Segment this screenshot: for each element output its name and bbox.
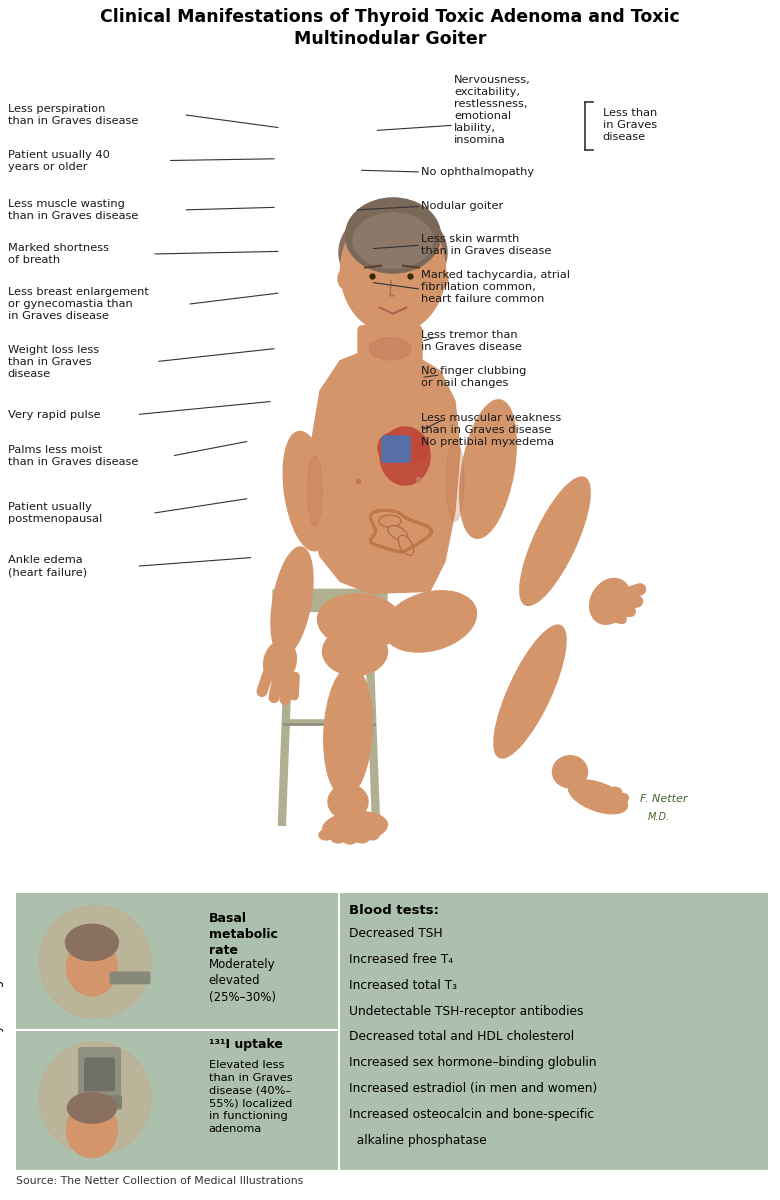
Ellipse shape (283, 432, 331, 551)
Ellipse shape (608, 787, 622, 797)
Ellipse shape (569, 780, 628, 814)
Ellipse shape (346, 198, 441, 274)
FancyBboxPatch shape (382, 436, 410, 462)
Ellipse shape (353, 212, 433, 268)
Text: Elevated less
than in Graves
disease (40%–
55%) localized
in functioning
adenoma: Elevated less than in Graves disease (40… (209, 1060, 292, 1134)
Ellipse shape (588, 788, 601, 797)
Ellipse shape (369, 337, 411, 360)
Ellipse shape (355, 833, 369, 842)
Text: Weight loss less
than in Graves
disease: Weight loss less than in Graves disease (8, 344, 99, 379)
Text: Less perspiration
than in Graves disease: Less perspiration than in Graves disease (8, 103, 138, 126)
Ellipse shape (68, 1092, 116, 1123)
Ellipse shape (598, 785, 612, 794)
Ellipse shape (317, 594, 402, 649)
Text: M.D.: M.D. (648, 812, 670, 822)
Ellipse shape (341, 208, 445, 334)
Ellipse shape (328, 785, 368, 820)
FancyBboxPatch shape (79, 1048, 120, 1102)
Text: Basal
metabolic
rate: Basal metabolic rate (209, 912, 278, 956)
Text: Blood tests:: Blood tests: (349, 905, 439, 917)
Text: Increased free T₄: Increased free T₄ (349, 953, 453, 966)
FancyBboxPatch shape (76, 1096, 122, 1109)
Text: Palms less moist
than in Graves disease: Palms less moist than in Graves disease (8, 445, 138, 467)
Ellipse shape (459, 400, 516, 539)
Text: Very rapid pulse: Very rapid pulse (8, 409, 101, 420)
Text: Less than
in Graves
disease: Less than in Graves disease (603, 108, 657, 143)
Ellipse shape (434, 269, 448, 289)
Ellipse shape (66, 1102, 117, 1158)
Text: Less muscle wasting
than in Graves disease: Less muscle wasting than in Graves disea… (8, 199, 138, 221)
Ellipse shape (39, 905, 151, 1018)
Text: Less muscular weakness
than in Graves disease
No pretibial myxedema: Less muscular weakness than in Graves di… (421, 414, 562, 448)
Ellipse shape (494, 625, 566, 758)
Ellipse shape (331, 833, 345, 842)
FancyBboxPatch shape (85, 1058, 114, 1091)
Ellipse shape (379, 515, 401, 527)
Text: No finger clubbing
or nail changes: No finger clubbing or nail changes (421, 366, 526, 389)
Ellipse shape (380, 427, 430, 485)
Text: Increased total T₃: Increased total T₃ (349, 979, 457, 992)
Text: F. Netter: F. Netter (640, 794, 687, 804)
Text: Moderately
elevated
(25%–30%): Moderately elevated (25%–30%) (209, 958, 276, 1003)
Ellipse shape (323, 811, 388, 842)
Ellipse shape (400, 451, 435, 481)
Text: alkaline phosphatase: alkaline phosphatase (349, 1134, 487, 1147)
Text: Increased estradiol (in men and women): Increased estradiol (in men and women) (349, 1082, 597, 1096)
Text: No ophthalmopathy: No ophthalmopathy (421, 167, 534, 176)
Ellipse shape (324, 666, 372, 797)
Ellipse shape (388, 526, 408, 541)
Text: Undetectable TSH-receptor antibodies: Undetectable TSH-receptor antibodies (349, 1004, 583, 1018)
Text: Patient usually 40
years or older: Patient usually 40 years or older (8, 150, 110, 172)
Ellipse shape (399, 535, 413, 556)
FancyBboxPatch shape (16, 893, 768, 1170)
Ellipse shape (66, 938, 117, 996)
Text: Increased sex hormone–binding globulin: Increased sex hormone–binding globulin (349, 1056, 597, 1069)
FancyBboxPatch shape (358, 325, 422, 376)
Text: Nodular goiter: Nodular goiter (421, 202, 503, 211)
Text: Marked tachycardia, atrial
fibrillation common,
heart failure common: Marked tachycardia, atrial fibrillation … (421, 270, 570, 304)
FancyBboxPatch shape (273, 589, 387, 611)
Ellipse shape (378, 433, 406, 463)
Text: ¹³¹I uptake: ¹³¹I uptake (209, 1038, 282, 1051)
Ellipse shape (579, 794, 591, 803)
Ellipse shape (519, 478, 590, 606)
Ellipse shape (339, 208, 447, 298)
Ellipse shape (552, 756, 587, 787)
Ellipse shape (365, 830, 379, 840)
Ellipse shape (590, 578, 630, 624)
FancyBboxPatch shape (110, 972, 150, 984)
Text: Increased osteocalcin and bone-specific: Increased osteocalcin and bone-specific (349, 1108, 594, 1121)
Ellipse shape (343, 834, 357, 844)
Text: Marked shortness
of breath: Marked shortness of breath (8, 244, 108, 265)
Text: Source: The Netter Collection of Medical Illustrations: Source: The Netter Collection of Medical… (16, 1176, 303, 1186)
Text: Clinical Manifestations of Thyroid Toxic Adenoma and Toxic: Clinical Manifestations of Thyroid Toxic… (100, 8, 680, 26)
Text: Ankle edema
(heart failure): Ankle edema (heart failure) (8, 556, 87, 577)
Ellipse shape (384, 590, 477, 652)
Text: Decreased total and HDL cholesterol: Decreased total and HDL cholesterol (349, 1031, 574, 1044)
Ellipse shape (339, 454, 377, 485)
Ellipse shape (363, 336, 417, 376)
Ellipse shape (66, 924, 119, 961)
Ellipse shape (446, 440, 464, 521)
Text: Less skin warmth
than in Graves disease: Less skin warmth than in Graves disease (421, 234, 551, 256)
Ellipse shape (307, 456, 322, 526)
Text: Less breast enlargement
or gynecomastia than
in Graves disease: Less breast enlargement or gynecomastia … (8, 287, 149, 322)
Text: Multinodular Goiter: Multinodular Goiter (294, 30, 486, 48)
Ellipse shape (319, 830, 333, 840)
Ellipse shape (401, 433, 429, 463)
Ellipse shape (271, 547, 313, 655)
Text: Less tremor than
in Graves disease: Less tremor than in Graves disease (421, 330, 522, 353)
Ellipse shape (39, 1042, 151, 1154)
Text: Laboratory findings: Laboratory findings (0, 973, 4, 1090)
Ellipse shape (322, 628, 388, 676)
Ellipse shape (338, 269, 352, 289)
Text: Nervousness,
excitability,
restlessness,
emotional
lability,
insomina: Nervousness, excitability, restlessness,… (454, 76, 530, 145)
Text: Patient usually
postmenopausal: Patient usually postmenopausal (8, 503, 102, 524)
Polygon shape (308, 350, 460, 593)
Ellipse shape (615, 793, 629, 803)
Ellipse shape (264, 641, 296, 683)
Text: Decreased TSH: Decreased TSH (349, 928, 443, 941)
